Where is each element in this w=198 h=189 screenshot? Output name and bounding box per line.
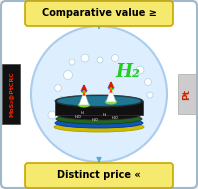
Polygon shape: [107, 86, 115, 88]
Circle shape: [69, 59, 75, 65]
Circle shape: [111, 54, 118, 61]
Text: H₂O: H₂O: [75, 115, 81, 119]
Polygon shape: [80, 89, 88, 91]
Text: Comparative value ≥: Comparative value ≥: [42, 9, 156, 19]
Ellipse shape: [55, 118, 143, 128]
Text: Pt: Pt: [183, 88, 191, 99]
FancyBboxPatch shape: [25, 1, 173, 26]
Circle shape: [145, 78, 151, 85]
Circle shape: [64, 70, 72, 80]
Circle shape: [31, 26, 167, 162]
Text: H₂: H₂: [103, 113, 107, 117]
Polygon shape: [109, 86, 113, 91]
FancyBboxPatch shape: [178, 74, 196, 114]
Polygon shape: [110, 86, 112, 93]
Polygon shape: [79, 91, 89, 105]
Text: H₂: H₂: [116, 63, 140, 81]
Circle shape: [136, 66, 144, 74]
Ellipse shape: [55, 95, 143, 107]
Circle shape: [97, 57, 103, 63]
Polygon shape: [108, 86, 114, 89]
Ellipse shape: [57, 96, 141, 106]
Circle shape: [48, 111, 56, 119]
Circle shape: [58, 97, 66, 104]
Text: H₂: H₂: [81, 111, 85, 115]
Polygon shape: [110, 86, 112, 92]
Polygon shape: [81, 89, 87, 92]
Text: Distinct price «: Distinct price «: [57, 170, 141, 180]
Polygon shape: [81, 89, 87, 93]
Circle shape: [81, 54, 89, 62]
Ellipse shape: [78, 102, 90, 108]
Circle shape: [54, 84, 62, 91]
Polygon shape: [106, 88, 116, 102]
Polygon shape: [108, 86, 114, 90]
Polygon shape: [83, 89, 85, 95]
Text: MoS₂@PtCRC: MoS₂@PtCRC: [9, 71, 13, 117]
FancyBboxPatch shape: [25, 163, 173, 188]
Polygon shape: [82, 89, 86, 94]
Circle shape: [147, 92, 153, 98]
FancyBboxPatch shape: [1, 1, 197, 188]
Ellipse shape: [57, 110, 141, 120]
Text: H₂O: H₂O: [92, 118, 98, 122]
Ellipse shape: [105, 99, 117, 105]
Text: H₂O: H₂O: [112, 116, 118, 120]
FancyBboxPatch shape: [55, 101, 143, 115]
Polygon shape: [83, 89, 85, 96]
Ellipse shape: [54, 122, 144, 132]
Ellipse shape: [56, 114, 142, 124]
FancyBboxPatch shape: [2, 64, 20, 124]
